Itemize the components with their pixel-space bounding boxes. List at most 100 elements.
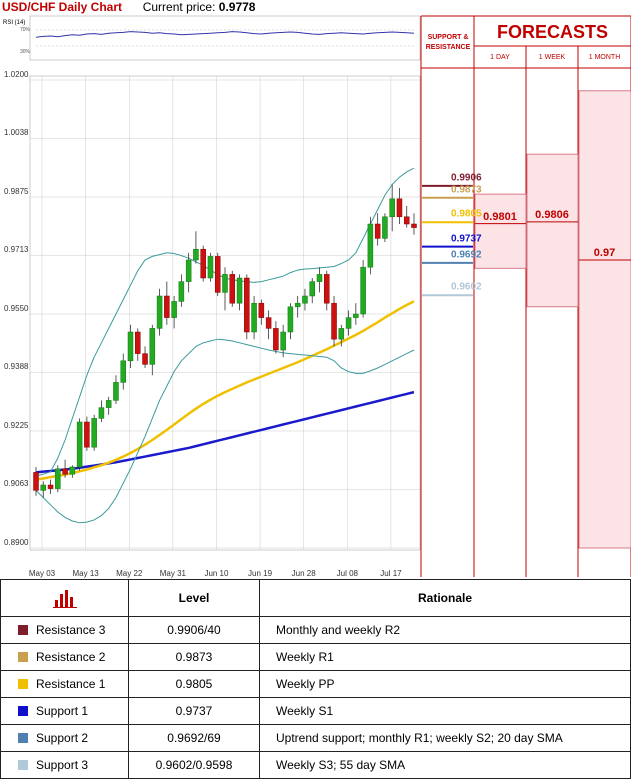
y-tick-label: 0.9063 <box>4 479 29 489</box>
level-color-swatch <box>18 679 28 689</box>
chart-icon-cell <box>0 579 129 617</box>
candle <box>265 310 272 340</box>
candle <box>389 184 395 232</box>
level-value: 0.9805 <box>128 670 260 698</box>
level-rationale: Monthly and weekly R2 <box>259 616 631 644</box>
level-value: 0.9906/40 <box>128 616 260 644</box>
candle <box>411 213 417 235</box>
sr-level-label: 0.9692 <box>451 249 482 261</box>
candle <box>258 299 265 325</box>
candle <box>353 303 359 325</box>
x-tick-label: Jun 19 <box>248 569 273 578</box>
level-value: 0.9873 <box>128 643 260 671</box>
candle <box>91 414 97 451</box>
candle <box>294 296 301 318</box>
level-name: Resistance 2 <box>36 650 106 664</box>
sr-level-label: 0.9906 <box>451 172 482 184</box>
candle <box>149 324 156 376</box>
forecast-value: 0.9806 <box>535 208 569 221</box>
x-tick-label: Jun 28 <box>291 569 316 578</box>
candle <box>360 260 366 318</box>
level-rationale: Uptrend support; monthly R1; weekly S2; … <box>259 724 631 752</box>
level-rationale: Weekly R1 <box>259 643 631 671</box>
table-row: Resistance 3 0.9906/40 Monthly and weekly … <box>0 616 631 644</box>
candle <box>324 270 330 311</box>
candle <box>47 479 54 494</box>
x-tick-label: May 03 <box>28 569 56 578</box>
candle <box>113 375 119 404</box>
chart-header: USD/CHF Daily Chart Current price: 0.977… <box>2 0 255 14</box>
candle <box>302 288 308 311</box>
level-value: 0.9737 <box>128 697 260 725</box>
plot-area <box>29 75 421 551</box>
y-tick-label: 0.9550 <box>4 304 29 313</box>
sr-level-label: 0.9805 <box>451 208 482 220</box>
candle <box>33 467 39 496</box>
y-tick-label: 1.0038 <box>4 128 29 138</box>
x-tick-label: Jun 10 <box>204 569 229 578</box>
chart-svg <box>29 15 631 577</box>
candle <box>69 465 76 478</box>
candle <box>273 321 279 354</box>
candle <box>156 288 163 336</box>
candle <box>142 346 148 368</box>
level-name-cell: Resistance 2 <box>0 643 129 671</box>
level-name: Support 1 <box>36 704 89 718</box>
level-color-swatch <box>18 625 28 635</box>
y-tick-label: 0.8900 <box>4 538 29 547</box>
candle <box>280 324 286 358</box>
candle <box>244 274 250 340</box>
candle <box>222 267 228 311</box>
level-name: Support 2 <box>36 731 89 745</box>
rsi-line <box>35 31 415 38</box>
rationale-column-header: Rationale <box>259 579 631 617</box>
level-color-swatch <box>18 733 28 743</box>
levels-table-header: Level Rationale <box>0 579 631 617</box>
level-name: Resistance 3 <box>36 623 106 637</box>
candle <box>120 353 126 390</box>
x-tick-label: Jul 08 <box>336 569 358 578</box>
y-tick-label: 0.9225 <box>4 421 29 430</box>
y-tick-label: 1.0200 <box>4 70 29 79</box>
period-1-week: 1 WEEK <box>538 54 566 61</box>
candle <box>251 296 257 340</box>
rsi-label: RSI (14) <box>3 20 26 26</box>
candle <box>135 328 141 361</box>
level-rationale: Weekly PP <box>259 670 631 698</box>
candle <box>309 278 315 304</box>
level-value: 0.9602/0.9598 <box>128 751 260 779</box>
x-tick-label: May 31 <box>159 569 186 578</box>
level-value: 0.9692/69 <box>128 724 260 752</box>
y-tick-label: 0.9875 <box>4 187 29 196</box>
bar-chart-icon <box>52 590 77 608</box>
level-rationale: Weekly S1 <box>259 697 631 725</box>
candle <box>200 245 206 282</box>
level-name-cell: Support 2 <box>0 724 129 752</box>
candle <box>164 281 170 325</box>
candle <box>345 310 352 336</box>
x-tick-label: May 22 <box>116 569 143 578</box>
candle <box>127 324 134 368</box>
candle <box>55 465 61 493</box>
support-resistance-header: SUPPORT & RESISTANCE <box>425 34 471 51</box>
table-row: Resistance 2 0.9873 Weekly R1 <box>0 643 631 671</box>
candle <box>105 396 112 415</box>
candle <box>40 481 47 498</box>
candle <box>338 324 345 347</box>
candle <box>316 267 323 293</box>
candle <box>236 274 243 311</box>
table-row: Support 2 0.9692/69 Uptrend support; month… <box>0 724 631 752</box>
period-1-day: 1 DAY <box>490 54 510 61</box>
forecast-value: 0.9801 <box>483 210 517 223</box>
chart-title: USD/CHF Daily Chart <box>2 0 123 14</box>
candle <box>331 296 337 347</box>
candle <box>98 400 105 422</box>
level-name-cell: Resistance 3 <box>0 616 129 644</box>
forecast-range-box <box>474 193 527 269</box>
levels-table: Level Rationale Resistance 3 0.9906/40 Mon… <box>0 579 631 779</box>
series-line-3 <box>35 338 415 524</box>
level-color-swatch <box>18 706 28 716</box>
sr-level-label: 0.9602 <box>451 281 482 293</box>
level-rationale: Weekly S3; 55 day SMA <box>259 751 631 779</box>
